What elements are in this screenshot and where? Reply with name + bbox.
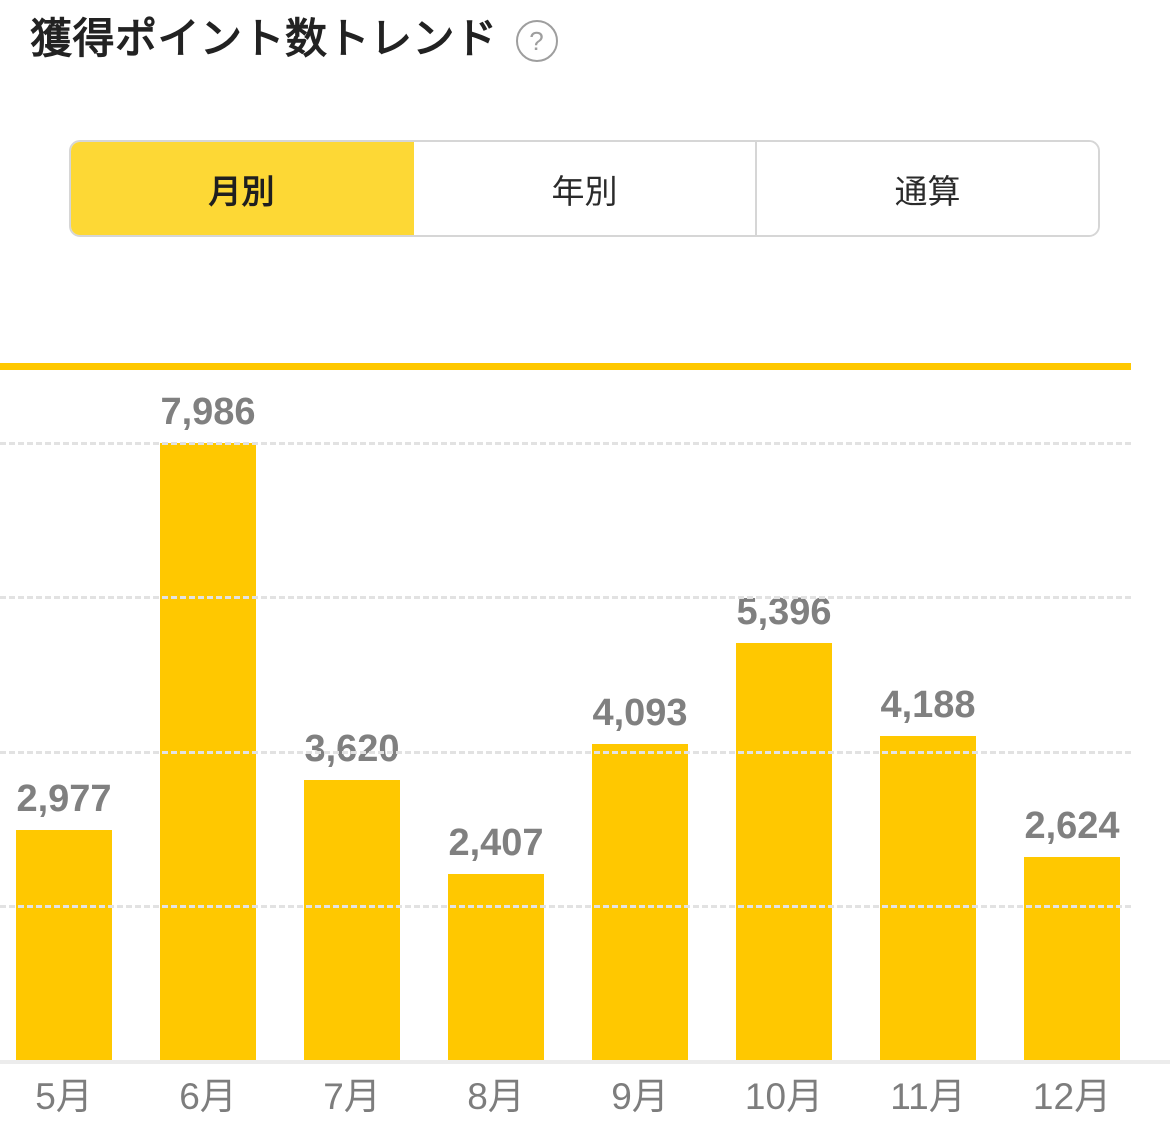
period-tab-group: 月別 年別 通算 [69, 140, 1100, 237]
x-axis-label: 5月 [35, 1076, 93, 1117]
x-axis-labels: 5月 6月 7月 8月 9月 10月 11月 12月 [0, 1069, 1170, 1145]
tab-monthly-label: 月別 [208, 172, 275, 210]
bar[interactable] [448, 874, 544, 1060]
x-axis-label: 7月 [323, 1076, 381, 1117]
points-trend-chart: 2,977 7,986 3,620 2,407 4,093 5,396 4,188 2,624… [0, 363, 1170, 1145]
x-axis-label: 9月 [611, 1076, 669, 1117]
gridline [0, 750, 1131, 754]
page-title: 獲得ポイント数トレンド [30, 15, 498, 62]
tab-yearly[interactable]: 年別 [414, 142, 757, 235]
tab-monthly[interactable]: 月別 [71, 142, 414, 235]
help-circle-icon[interactable]: ? [515, 20, 558, 63]
bar-group[interactable]: 4,093 [592, 370, 688, 1060]
bar-value-label: 4,188 [880, 684, 976, 727]
x-axis-baseline [0, 1060, 1170, 1064]
bar-value-label: 4,093 [592, 691, 688, 734]
bar[interactable] [880, 736, 976, 1060]
bar-group[interactable]: 5,396 [736, 370, 832, 1060]
bar[interactable] [1024, 857, 1120, 1060]
bar-group[interactable]: 2,977 [16, 370, 112, 1060]
x-axis-label: 8月 [467, 1076, 525, 1117]
bar-group[interactable]: 7,986 [160, 370, 256, 1060]
bar-series: 2,977 7,986 3,620 2,407 4,093 5,396 4,188 2,624 [0, 370, 1170, 1060]
x-axis-label: 11月 [890, 1076, 966, 1117]
bar-group[interactable]: 2,624 [1024, 370, 1120, 1060]
page-header: 獲得ポイント数トレンド ? [30, 14, 558, 64]
bar-value-label: 2,407 [448, 822, 544, 865]
x-axis-label: 12月 [1032, 1076, 1112, 1117]
bar-group[interactable]: 3,620 [304, 370, 400, 1060]
tab-yearly-label: 年別 [551, 172, 618, 210]
gridline [0, 905, 1131, 909]
bar-value-label: 2,977 [16, 778, 112, 820]
gridline [0, 441, 1131, 445]
bar[interactable] [736, 643, 832, 1060]
chart-top-rule [0, 363, 1131, 370]
bar[interactable] [304, 780, 400, 1060]
tab-total-label: 通算 [894, 172, 961, 210]
bar-value-label: 5,396 [736, 591, 832, 634]
bar-group[interactable]: 4,188 [880, 370, 976, 1060]
bar[interactable] [592, 743, 688, 1060]
x-axis-label: 10月 [744, 1076, 824, 1117]
tab-total[interactable]: 通算 [757, 142, 1098, 235]
x-axis-label: 6月 [179, 1076, 237, 1117]
bar-value-label: 3,620 [304, 728, 400, 771]
bar-value-label: 2,624 [1024, 805, 1120, 848]
bar[interactable] [16, 830, 112, 1060]
bar-value-label: 7,986 [160, 391, 256, 433]
chart-plot-area: 2,977 7,986 3,620 2,407 4,093 5,396 4,188 2,624 [0, 370, 1170, 1060]
bar-group[interactable]: 2,407 [448, 370, 544, 1060]
gridline [0, 596, 1131, 600]
